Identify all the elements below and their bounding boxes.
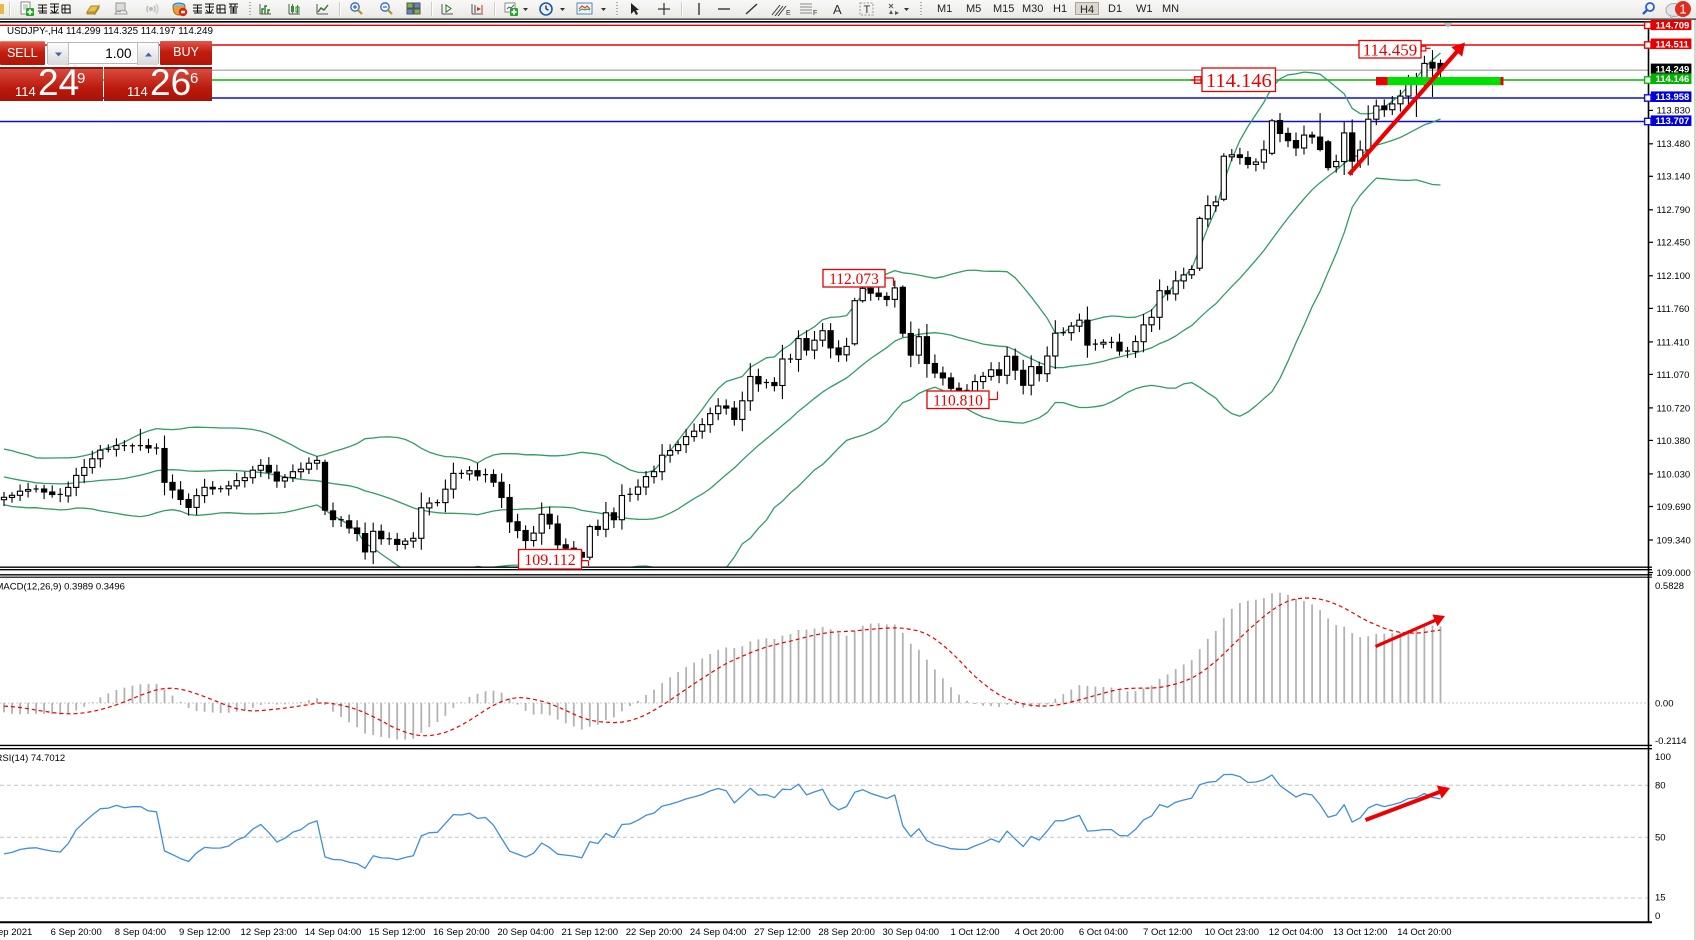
svg-text:109.000: 109.000 [1657,568,1691,579]
svg-text:110.380: 110.380 [1657,436,1691,447]
svg-text:F: F [813,10,817,17]
svg-text:28 Sep 20:00: 28 Sep 20:00 [818,927,875,938]
svg-text:30 Sep 04:00: 30 Sep 04:00 [883,927,940,938]
svg-text:22 Sep 20:00: 22 Sep 20:00 [626,927,683,938]
svg-text:110.810: 110.810 [933,392,983,409]
svg-text:80: 80 [1655,781,1666,792]
svg-text:20 Sep 04:00: 20 Sep 04:00 [497,927,554,938]
svg-text:112.073: 112.073 [829,271,879,288]
svg-text:27 Sep 12:00: 27 Sep 12:00 [754,927,811,938]
svg-text:16 Sep 20:00: 16 Sep 20:00 [433,927,490,938]
svg-text:114.511: 114.511 [1656,39,1690,50]
svg-text:6 Sep 20:00: 6 Sep 20:00 [51,927,102,938]
svg-text:-0.2114: -0.2114 [1655,736,1687,747]
svg-text:0.00: 0.00 [1655,699,1674,710]
svg-text:114.146: 114.146 [1206,70,1272,92]
svg-text:114.709: 114.709 [1656,20,1690,31]
svg-text:109.690: 109.690 [1657,502,1691,513]
svg-text:E: E [786,10,791,17]
svg-text:0.5828: 0.5828 [1655,581,1684,592]
svg-text:MACD(12,26,9) 0.3989 0.3496: MACD(12,26,9) 0.3989 0.3496 [0,581,125,592]
svg-text:112.790: 112.790 [1657,205,1691,216]
svg-text:113.830: 113.830 [1657,106,1691,117]
svg-text:1 Oct 12:00: 1 Oct 12:00 [950,927,999,938]
svg-text:T: T [864,4,871,16]
svg-text:50: 50 [1655,833,1666,844]
svg-text:7 Oct 12:00: 7 Oct 12:00 [1143,927,1192,938]
svg-text:112.450: 112.450 [1657,238,1691,249]
svg-text:113.480: 113.480 [1657,139,1691,150]
svg-text:21 Sep 12:00: 21 Sep 12:00 [562,927,619,938]
svg-text:12 Sep 23:00: 12 Sep 23:00 [241,927,298,938]
svg-text:110.030: 110.030 [1657,469,1691,480]
svg-text:111.410: 111.410 [1657,337,1690,348]
svg-text:6 Oct 04:00: 6 Oct 04:00 [1079,927,1128,938]
svg-text:111.760: 111.760 [1657,304,1690,315]
svg-text:113.140: 113.140 [1657,172,1691,183]
svg-text:12 Oct 04:00: 12 Oct 04:00 [1269,927,1323,938]
svg-text:1: 1 [1679,2,1686,17]
svg-text:15 Sep 12:00: 15 Sep 12:00 [369,927,426,938]
svg-text:Sep 2021: Sep 2021 [0,927,32,938]
svg-text:109.340: 109.340 [1657,535,1691,546]
svg-text:113.707: 113.707 [1656,116,1690,127]
svg-text:13 Oct 12:00: 13 Oct 12:00 [1333,927,1387,938]
svg-text:9 Sep 12:00: 9 Sep 12:00 [179,927,230,938]
svg-text:110.720: 110.720 [1657,403,1691,414]
svg-text:14 Oct 20:00: 14 Oct 20:00 [1397,927,1451,938]
svg-text:114.459: 114.459 [1363,40,1418,59]
svg-text:113.958: 113.958 [1656,92,1690,103]
svg-text:100: 100 [1655,752,1671,763]
svg-text:109.112: 109.112 [524,552,575,569]
svg-text:111.070: 111.070 [1657,370,1690,381]
svg-text:RSI(14) 74.7012: RSI(14) 74.7012 [0,753,65,764]
svg-text:114.249: 114.249 [1656,64,1690,75]
svg-text:USDJPY-,H4 114.299 114.325 11: USDJPY-,H4 114.299 114.325 114.197 114.2… [7,26,213,37]
svg-text:14 Sep 04:00: 14 Sep 04:00 [305,927,362,938]
svg-text:114.146: 114.146 [1656,74,1690,85]
svg-text:10 Oct 23:00: 10 Oct 23:00 [1205,927,1259,938]
svg-text:A: A [833,2,842,17]
svg-text:15: 15 [1655,893,1666,904]
svg-text:4 Oct 20:00: 4 Oct 20:00 [1015,927,1064,938]
svg-text:0: 0 [1655,911,1660,922]
svg-text:24 Sep 04:00: 24 Sep 04:00 [690,927,747,938]
svg-text:112.100: 112.100 [1657,271,1691,282]
svg-text:8 Sep 04:00: 8 Sep 04:00 [115,927,166,938]
